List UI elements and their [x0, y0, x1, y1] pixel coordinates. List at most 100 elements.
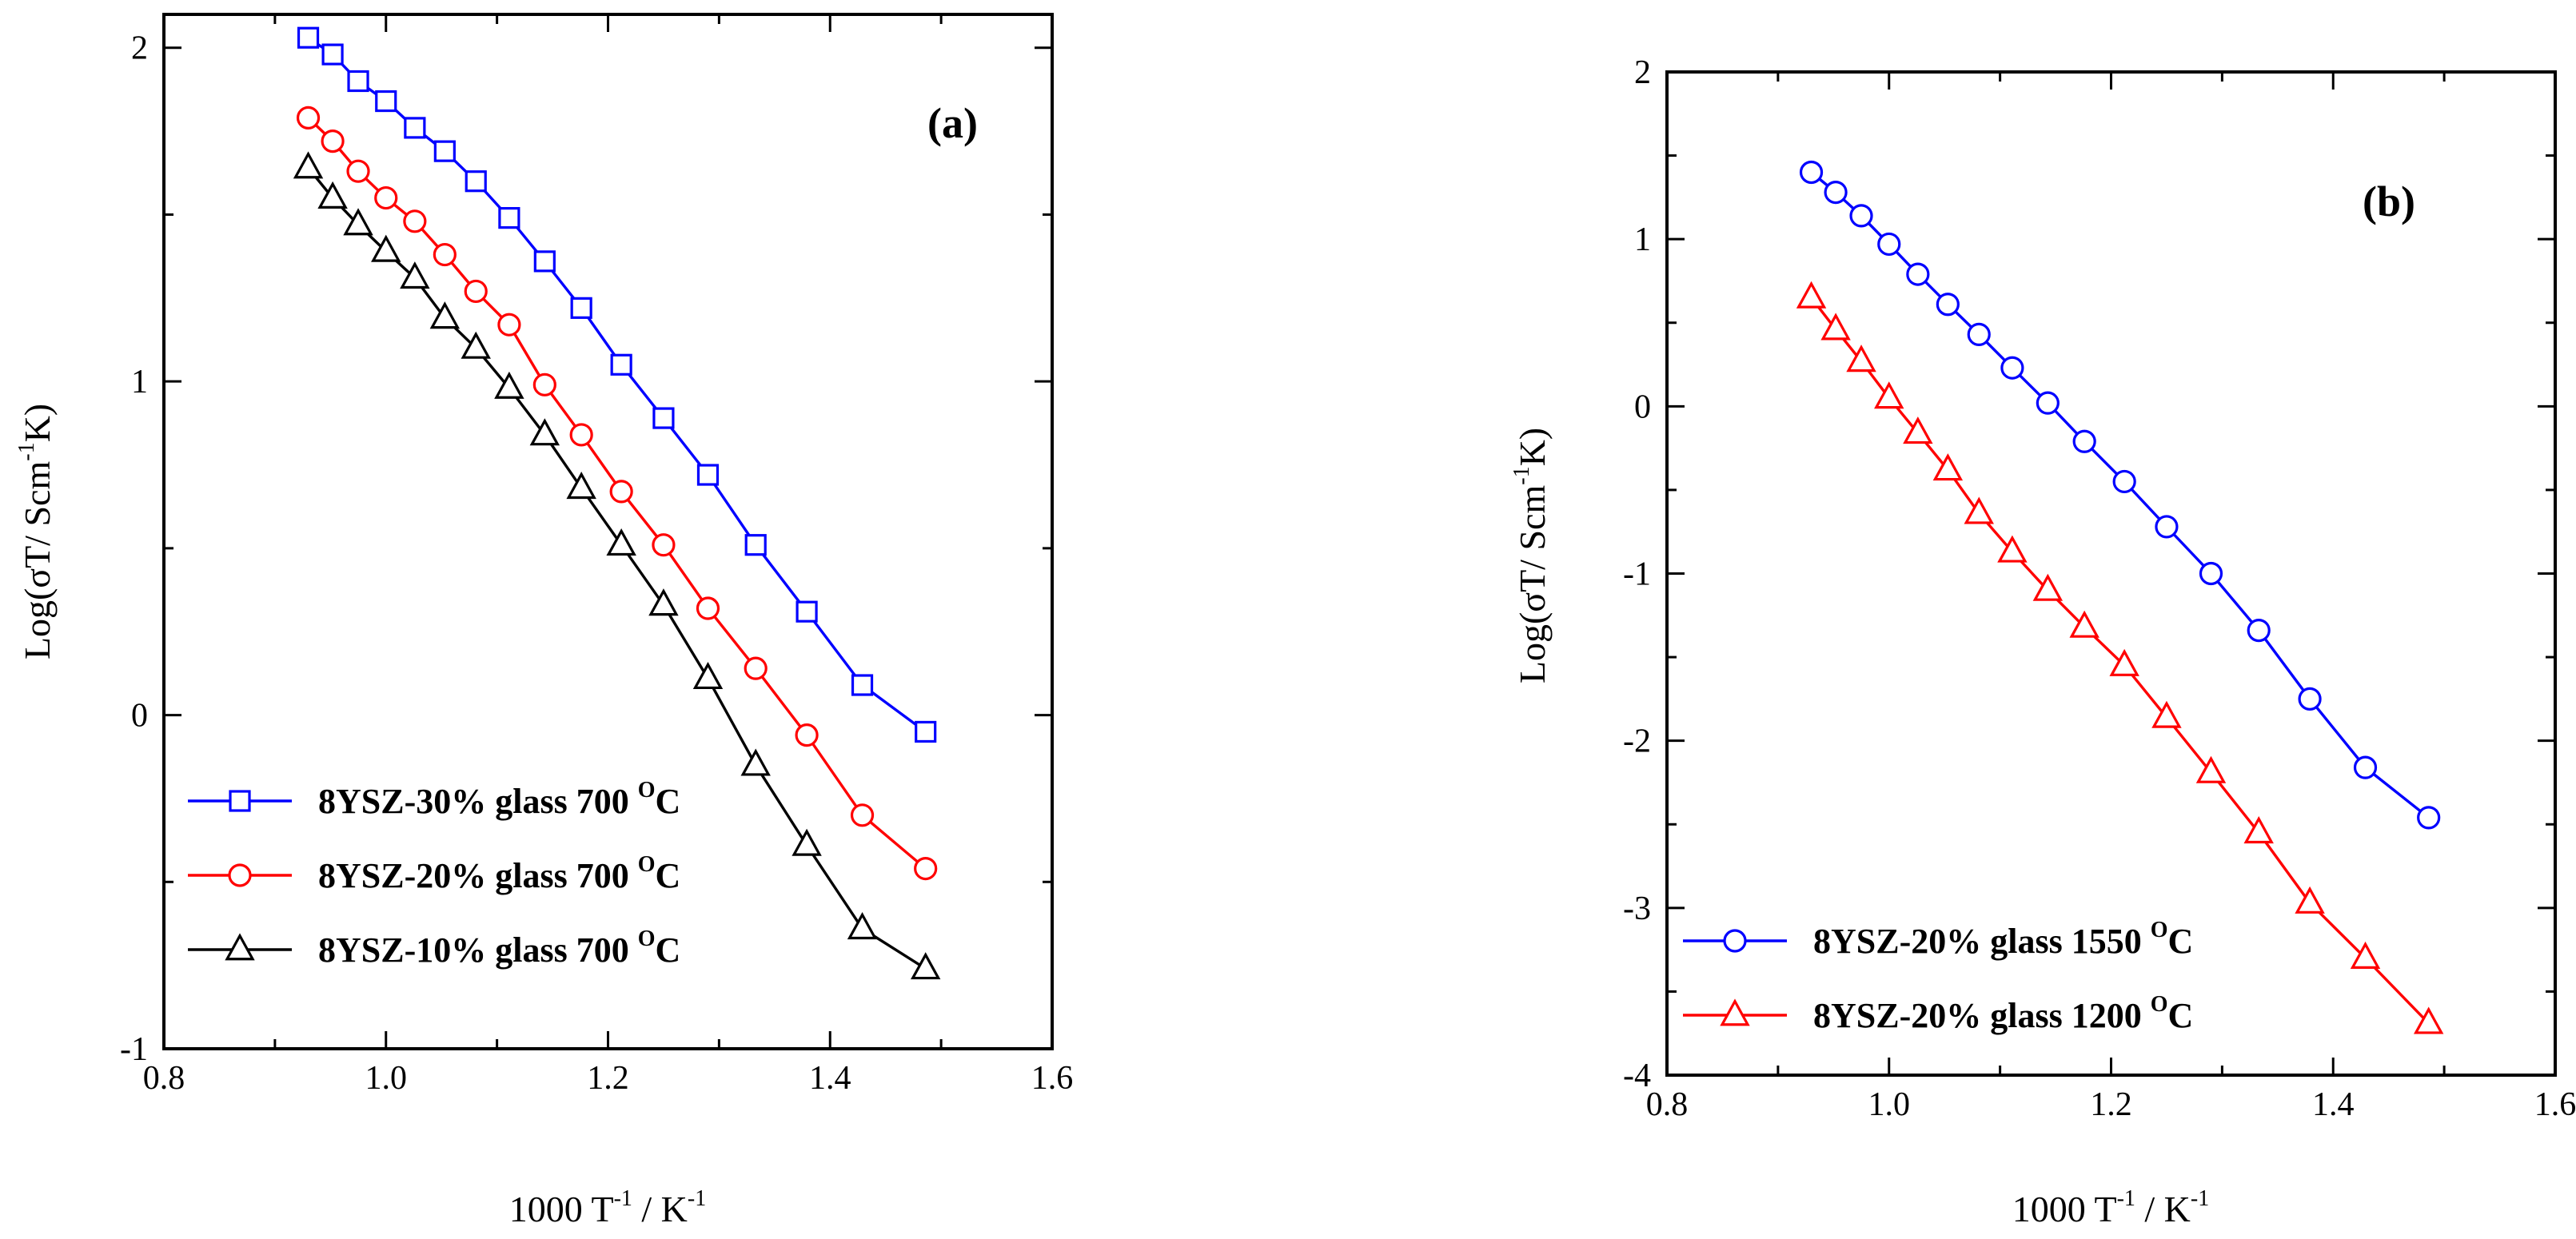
data-point — [2350, 941, 2381, 969]
legend-item: 8YSZ-20% glass 700 OC — [188, 852, 680, 895]
data-point — [400, 261, 430, 289]
data-point — [1877, 232, 1901, 257]
series-2 — [296, 106, 938, 881]
x-axis-label: 1000 T-1 / K-1 — [2012, 1186, 2209, 1229]
y-axis-label: Log(σT/ Scm-1K) — [14, 404, 58, 659]
legend-marker — [225, 933, 255, 961]
legend-marker — [228, 863, 252, 887]
x-tick-label: 1.4 — [2312, 1086, 2355, 1123]
y-tick-label: 1 — [131, 364, 148, 400]
data-point — [744, 656, 768, 680]
legend-item: 8YSZ-20% glass 1200 OC — [1683, 992, 2193, 1035]
data-point — [740, 748, 771, 776]
y-tick-label: -3 — [1623, 890, 1651, 927]
data-point — [847, 912, 878, 940]
x-axis-label-sup: -1 — [2191, 1186, 2209, 1211]
legend-label-name: 8YSZ-20% glass 1200 — [1813, 996, 2151, 1035]
x-tick-label: 1.6 — [2534, 1086, 2576, 1123]
data-point — [293, 151, 324, 179]
series-line — [1810, 171, 2430, 819]
y-axis-label-tail: K) — [1512, 428, 1553, 467]
legend-label: 8YSZ-20% glass 1200 OC — [1813, 992, 2193, 1035]
legend-label-name: 8YSZ-10% glass 700 — [318, 930, 638, 970]
data-point — [2155, 515, 2179, 539]
x-tick-label: 0.8 — [143, 1060, 185, 1097]
legend-label-sup: O — [638, 852, 656, 877]
data-point — [696, 596, 720, 620]
data-point — [570, 297, 592, 319]
data-point — [2295, 886, 2325, 914]
data-point — [532, 372, 556, 396]
data-point — [498, 207, 520, 229]
data-point — [297, 26, 320, 49]
data-point — [648, 588, 679, 616]
data-point — [343, 208, 373, 236]
data-point — [915, 720, 937, 743]
data-point — [1964, 496, 1994, 524]
legend-item: 8YSZ-30% glass 700 OC — [188, 778, 680, 821]
data-point — [1874, 381, 1904, 409]
data-point — [2417, 806, 2441, 830]
x-axis-label-mid: / K — [2135, 1189, 2191, 1229]
data-point — [494, 371, 524, 399]
data-point — [404, 117, 426, 139]
data-point — [2112, 469, 2136, 494]
legend-label: 8YSZ-30% glass 700 OC — [318, 778, 680, 821]
data-point — [1906, 262, 1930, 286]
data-point — [461, 331, 491, 359]
data-point — [1824, 181, 1848, 205]
data-point — [851, 674, 874, 696]
legend-item: 8YSZ-10% glass 700 OC — [188, 926, 680, 970]
data-point — [375, 90, 397, 113]
data-point — [433, 140, 456, 162]
legend-label-sup: O — [2151, 918, 2168, 942]
panel-label: (a) — [927, 99, 978, 147]
data-point — [433, 242, 457, 267]
chart-panel-a: 0.8 1.0 1.2 1.4 1.6 -1 0 1 2 (a) 8YSZ-30% glass 70… — [14, 13, 1073, 1229]
data-point — [321, 43, 344, 66]
panel-label: (b) — [2363, 177, 2415, 225]
data-point — [2069, 610, 2099, 638]
data-point — [2195, 755, 2227, 783]
x-axis-label-base: 1000 T — [2012, 1189, 2117, 1229]
y-tick-label: 0 — [131, 698, 148, 735]
x-axis-label-base: 1000 T — [509, 1189, 614, 1229]
y-tick-label: 1 — [1634, 221, 1651, 258]
data-point — [296, 106, 321, 129]
y-axis-label-base: Log(σT/ Scm — [17, 461, 58, 660]
legend-label-unit: C — [2168, 922, 2194, 961]
data-point — [1846, 345, 1876, 372]
data-point — [1799, 160, 1824, 185]
legend-label: 8YSZ-10% glass 700 OC — [318, 926, 680, 970]
plot-frame — [1665, 70, 2557, 1077]
data-point — [2247, 619, 2271, 643]
legend-label-sup: O — [638, 778, 656, 803]
legend-marker — [1720, 998, 1750, 1026]
data-point — [347, 70, 369, 93]
data-point — [529, 418, 560, 446]
series-line — [307, 36, 927, 733]
legend-label-unit: C — [656, 930, 681, 970]
y-tick-label: -1 — [1623, 556, 1651, 593]
legend-label-name: 8YSZ-30% glass 700 — [318, 782, 638, 821]
legend-label-unit: C — [2168, 996, 2194, 1035]
legend-label-unit: C — [656, 856, 681, 895]
legend-label-sup: O — [638, 926, 656, 951]
y-tick-label: 0 — [1634, 388, 1651, 425]
data-point — [692, 661, 724, 690]
x-tick-label: 1.0 — [1868, 1086, 1911, 1123]
legend-label-sup: O — [2151, 992, 2168, 1017]
y-axis-label-tail: K) — [17, 404, 58, 443]
y-tick-label: 2 — [131, 30, 148, 67]
series-1 — [1799, 160, 2441, 830]
data-point — [566, 472, 596, 500]
legend-marker — [1723, 929, 1747, 953]
legend-item: 8YSZ-20% glass 1550 OC — [1683, 918, 2193, 961]
data-point — [910, 952, 941, 980]
legend-label: 8YSZ-20% glass 1550 OC — [1813, 918, 2193, 961]
data-point — [2000, 356, 2024, 380]
data-point — [1849, 204, 1873, 228]
data-point — [850, 803, 875, 827]
data-point — [1997, 535, 2028, 563]
